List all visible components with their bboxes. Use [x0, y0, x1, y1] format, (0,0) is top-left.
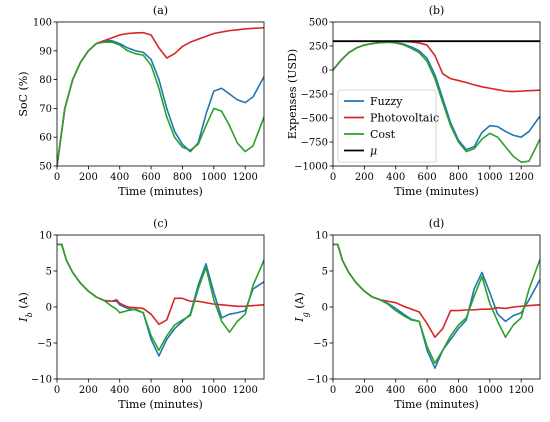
y-tick-label: −250	[301, 90, 328, 101]
y-tick-label: −10	[31, 375, 52, 386]
chart-panel-3: 0 200 400 600 800 1000 1200 −10 −5 0 5 10 (c) Time (m…	[17, 217, 265, 411]
series-line-fuzzy	[57, 243, 264, 357]
series-line-fuzzy	[333, 243, 540, 369]
x-tick-label: 0	[330, 172, 336, 183]
x-tick-label: 1000	[477, 172, 502, 183]
x-axis-label: Time (minutes)	[118, 398, 203, 411]
x-tick-label: 0	[54, 385, 60, 396]
y-tick-label: −500	[301, 114, 328, 125]
series-line-cost	[57, 41, 264, 166]
y-axis-label: Ib (A)	[17, 292, 34, 323]
series-group	[333, 243, 540, 369]
x-tick-label: 1200	[508, 172, 533, 183]
x-tick-label: 200	[79, 172, 98, 183]
x-tick-label: 200	[355, 385, 374, 396]
panel-title: (d)	[429, 217, 445, 230]
axes-frame	[56, 21, 265, 167]
x-tick-label: 600	[142, 385, 161, 396]
y-tick-label: 10	[39, 231, 52, 242]
y-tick-label: 60	[39, 133, 52, 144]
y-tick-label: 500	[309, 18, 328, 29]
axes-frame	[56, 234, 265, 380]
x-axis-label: Time (minutes)	[118, 185, 203, 198]
x-tick-label: 400	[386, 385, 405, 396]
panel-title: (c)	[153, 217, 168, 230]
legend-label-photovoltaic: Photovoltaic	[370, 112, 439, 125]
x-tick-label: 1000	[201, 172, 226, 183]
series-line-cost	[333, 41, 540, 163]
chart-panel-4: 0 200 400 600 800 1000 1200 −10 −5 0 5 10 (d) Time (m…	[293, 217, 541, 411]
series-line-photovoltaic	[57, 243, 264, 326]
y-tick-label: −750	[301, 138, 328, 149]
y-tick-label: 90	[39, 46, 52, 57]
x-tick-label: 200	[355, 172, 374, 183]
x-tick-label: 1200	[508, 385, 533, 396]
series-group	[333, 40, 540, 163]
y-tick-label: 250	[309, 42, 328, 53]
x-tick-label: 400	[386, 172, 405, 183]
legend-label-cost: Cost	[370, 128, 396, 141]
x-tick-label: 600	[142, 172, 161, 183]
x-tick-label: 600	[418, 385, 437, 396]
legend: Fuzzy Photovoltaic Cost μ	[337, 89, 439, 163]
x-tick-label: 0	[54, 172, 60, 183]
y-tick-label: −10	[307, 375, 328, 386]
series-line-cost	[57, 243, 264, 351]
y-tick-label: 5	[322, 267, 328, 278]
y-tick-label: −5	[37, 339, 52, 350]
x-tick-label: 1000	[201, 385, 226, 396]
series-line-fuzzy	[57, 39, 264, 166]
y-tick-label: 0	[46, 303, 52, 314]
y-axis-label: SoC (%)	[17, 71, 30, 116]
panel-title: (a)	[153, 4, 168, 17]
x-tick-label: 200	[79, 385, 98, 396]
y-tick-label: −5	[313, 339, 328, 350]
series-group	[57, 243, 264, 357]
x-axis-label: Time (minutes)	[394, 398, 479, 411]
x-tick-label: 0	[330, 385, 336, 396]
x-tick-label: 800	[449, 385, 468, 396]
y-tick-label: 80	[39, 75, 52, 86]
y-tick-label: 50	[39, 162, 52, 173]
legend-label-fuzzy: Fuzzy	[370, 95, 403, 108]
y-axis-label: Expenses (USD)	[286, 49, 299, 139]
panel-title: (b)	[429, 4, 445, 17]
x-axis-label: Time (minutes)	[394, 185, 479, 198]
y-tick-label: 100	[33, 18, 52, 29]
y-tick-label: 0	[322, 303, 328, 314]
x-tick-label: 600	[418, 172, 437, 183]
series-line-cost	[333, 243, 540, 364]
x-tick-label: 800	[173, 385, 192, 396]
x-tick-label: 1000	[477, 385, 502, 396]
y-tick-label: 70	[39, 104, 52, 115]
x-tick-label: 1200	[232, 172, 257, 183]
y-tick-label: 5	[46, 267, 52, 278]
series-group	[57, 26, 264, 166]
legend-label-mu: μ	[370, 145, 377, 158]
y-axis-label: Ig (A)	[293, 292, 310, 323]
x-tick-label: 400	[110, 172, 129, 183]
chart-panel-1: 0 200 400 600 800 1000 1200 50 60 70 80 90 100 (a) Tim…	[17, 4, 265, 198]
chart-panel-2: 0 200 400 600 800 1000 1200 −1000 −750 −500 −250 0 2…	[286, 4, 541, 198]
y-tick-label: −1000	[294, 162, 328, 173]
x-tick-label: 1200	[232, 385, 257, 396]
y-tick-label: 10	[315, 231, 328, 242]
y-tick-label: 0	[322, 66, 328, 77]
x-tick-label: 400	[110, 385, 129, 396]
x-tick-label: 800	[449, 172, 468, 183]
x-tick-label: 800	[173, 172, 192, 183]
legend-box	[337, 89, 437, 163]
